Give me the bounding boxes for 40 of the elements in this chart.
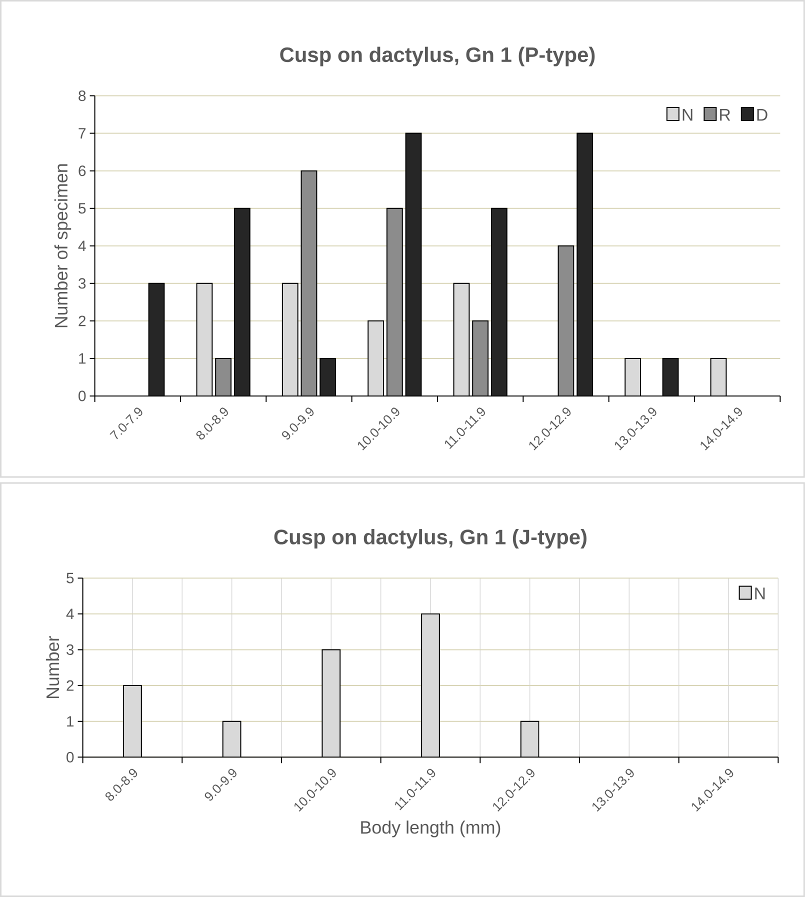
bar: [577, 133, 593, 396]
y-tick-label: 3: [66, 644, 74, 655]
legend-label: D: [757, 108, 768, 121]
y-tick-label: 5: [66, 572, 74, 584]
y-tick-label: 0: [78, 390, 86, 402]
chart-title: Cusp on dactylus, Gn 1 (P-type): [280, 46, 595, 66]
legend-label: N: [755, 588, 765, 600]
bar: [472, 320, 488, 396]
y-tick-label: 6: [78, 166, 86, 176]
bar: [282, 283, 298, 396]
legend-label: R: [720, 108, 730, 121]
y-tick-label: 4: [66, 608, 74, 620]
y-tick-label: 1: [67, 716, 74, 726]
bar: [386, 208, 402, 396]
bar: [301, 170, 317, 396]
y-axis-title: Number of specimen: [54, 164, 72, 328]
y-tick-label: 5: [78, 203, 86, 214]
chart-title: Cusp on dactylus, Gn 1 (J-type): [274, 529, 586, 549]
bar: [625, 358, 641, 396]
y-tick-label: 3: [78, 278, 86, 289]
bar: [148, 283, 164, 396]
y-tick-label: 7: [78, 128, 86, 138]
bar: [196, 283, 212, 396]
bar: [320, 358, 336, 396]
bar: [406, 133, 422, 396]
y-axis-title: Number: [46, 636, 60, 698]
bar: [454, 283, 470, 396]
y-tick-label: 4: [78, 240, 86, 252]
bar: [492, 208, 507, 396]
y-tick-label: 8: [78, 90, 86, 102]
x-axis-title: Body length (mm): [361, 820, 500, 838]
y-tick-label: 2: [78, 316, 86, 326]
y-tick-label: 1: [79, 353, 86, 364]
bar: [558, 245, 574, 396]
y-tick-label: 0: [66, 752, 74, 762]
y-tick-label: 2: [66, 680, 74, 691]
bar: [216, 358, 232, 396]
bar: [234, 208, 250, 396]
bar: [368, 320, 384, 396]
legend-label: N: [682, 108, 692, 121]
